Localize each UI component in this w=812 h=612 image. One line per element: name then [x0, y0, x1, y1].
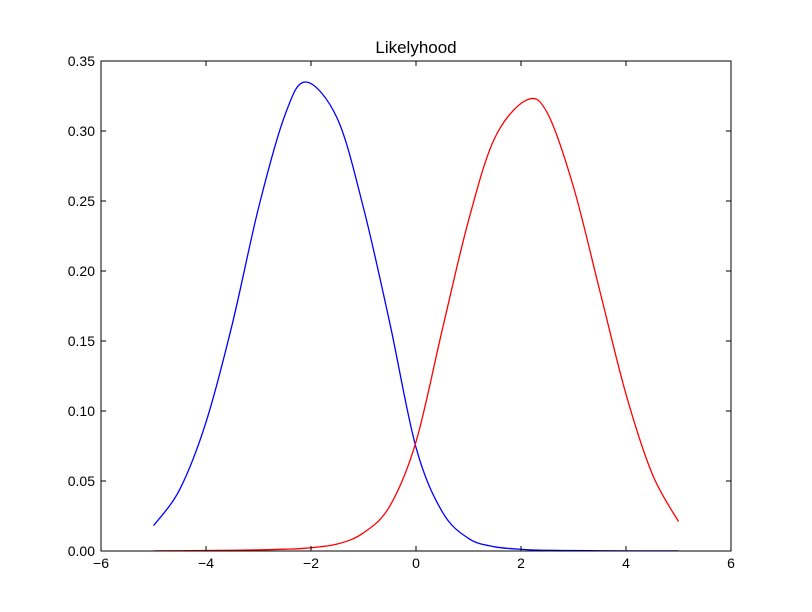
- y-tick-label: 0.30: [68, 123, 95, 139]
- chart-title: Likelyhood: [375, 38, 456, 57]
- x-axis-ticks: −6 −4 −2 0 2 4 6: [93, 61, 735, 571]
- x-tick-label: −2: [303, 555, 319, 571]
- y-tick-label: 0.10: [68, 403, 95, 419]
- x-tick-label: 6: [727, 555, 735, 571]
- y-tick-label: 0.05: [68, 473, 95, 489]
- y-tick-label: 0.15: [68, 333, 95, 349]
- y-tick-label: 0.00: [68, 543, 95, 559]
- y-tick-label: 0.35: [68, 53, 95, 69]
- x-tick-label: 4: [622, 555, 630, 571]
- y-tick-label: 0.20: [68, 263, 95, 279]
- y-tick-label: 0.25: [68, 193, 95, 209]
- x-tick-label: 0: [412, 555, 420, 571]
- series-line-2: [153, 97, 680, 552]
- plot-frame: [100, 60, 732, 552]
- x-tick-label: −4: [198, 555, 214, 571]
- x-tick-label: −6: [93, 555, 109, 571]
- x-tick-label: 2: [517, 555, 525, 571]
